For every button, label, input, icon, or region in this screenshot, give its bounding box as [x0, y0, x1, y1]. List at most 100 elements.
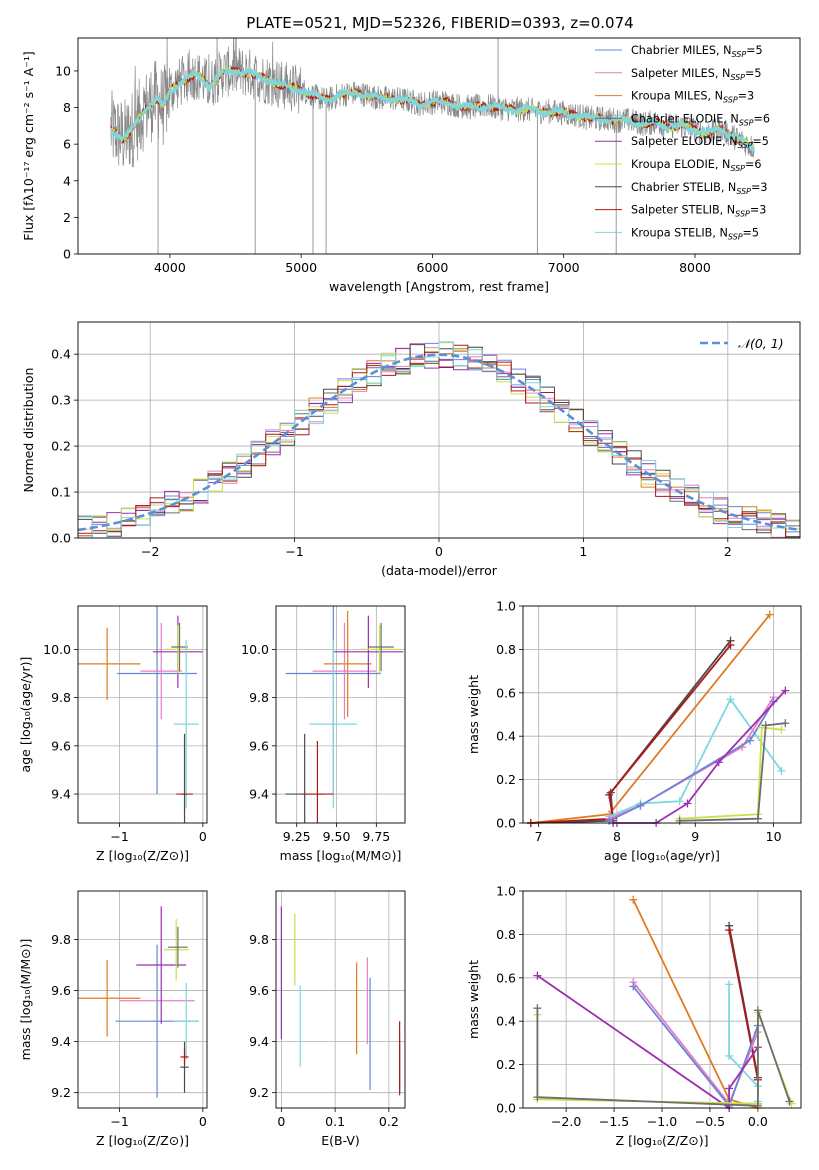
x-tick-label: 9.50	[323, 829, 351, 844]
normal-curve	[78, 353, 800, 532]
y-tick-label: 0.2	[496, 772, 516, 787]
axes-frame	[77, 890, 208, 1109]
weight-series-line	[530, 644, 732, 824]
x-axis-label: mass [log₁₀(M/M⊙)]	[280, 848, 402, 863]
x-tick-label: 8000	[679, 260, 711, 275]
legend-label: Chabrier ELODIE, NSSP=6	[631, 112, 770, 127]
y-tick-label: 10.0	[43, 642, 71, 657]
x-tick-label: 0	[199, 829, 207, 844]
y-tick-label: 9.4	[51, 1034, 71, 1049]
y-tick-label: 10	[55, 63, 71, 78]
y-tick-label: 0.8	[496, 927, 516, 942]
axes-frame	[275, 605, 406, 824]
error-bars	[280, 906, 401, 1096]
x-tick-label: 7000	[548, 260, 580, 275]
y-tick-label: 9.6	[51, 983, 71, 998]
x-tick-label: 0	[435, 544, 443, 559]
y-tick-label: 9.8	[51, 690, 71, 705]
weight_vs_Z-panel: −2.0 −1.5 −1.0 −0.5 0.0 0.0 0.2 0.4 0.6 0.8 1.0 Z […	[466, 884, 802, 1148]
x-tick-label: 4000	[154, 260, 186, 275]
y-tick-label: 9.4	[51, 787, 71, 802]
x-tick-label: 6000	[417, 260, 449, 275]
x-tick-label: −1	[110, 829, 128, 844]
y-tick-label: 0.2	[51, 439, 71, 454]
x-tick-label: 0.2	[379, 1114, 399, 1129]
axes-frame	[275, 890, 406, 1109]
x-axis-label: Z [log₁₀(Z/Z⊙)]	[96, 1133, 189, 1148]
axes-frame	[77, 605, 208, 824]
y-tick-label: 0.4	[496, 1014, 516, 1029]
y-tick-label: 9.4	[249, 1034, 269, 1049]
legend-label: 𝒩(0, 1)	[738, 336, 784, 351]
x-tick-label: 8	[613, 829, 621, 844]
x-tick-label: 9.75	[362, 829, 390, 844]
y-tick-label: 6	[63, 137, 71, 152]
weight-series-line	[679, 722, 786, 822]
y-tick-label: 9.2	[51, 1085, 71, 1100]
mass_vs_EBV-panel: 0 0.1 0.2 9.2 9.4 9.6 9.8 E(B-V)	[249, 890, 406, 1148]
x-tick-label: 2	[724, 544, 732, 559]
x-tick-label: −1	[285, 544, 303, 559]
y-axis-label: mass weight	[466, 960, 481, 1039]
y-tick-label: 0.3	[51, 393, 71, 408]
y-tick-label: 0.6	[496, 685, 516, 700]
y-tick-label: 0.8	[496, 642, 516, 657]
y-tick-label: 9.6	[51, 738, 71, 753]
x-tick-label: 9.25	[283, 829, 311, 844]
y-tick-label: 0	[63, 247, 71, 262]
y-tick-label: 9.6	[249, 738, 269, 753]
axes-frame	[77, 37, 801, 255]
x-axis-label: Z [log₁₀(Z/Z⊙)]	[616, 1133, 709, 1148]
legend-label: Kroupa ELODIE, NSSP=6	[631, 158, 762, 173]
x-axis-label: wavelength [Angstrom, rest frame]	[329, 279, 549, 294]
y-tick-label: 0.0	[496, 1101, 516, 1116]
y-tick-label: 1.0	[496, 884, 516, 899]
x-tick-label: 10	[766, 829, 782, 844]
y-tick-label: 9.8	[249, 932, 269, 947]
weight-series-line	[679, 726, 782, 820]
residuals-panel: −2 −1 0 1 2 0.0 0.1 0.2 0.3 0.4 (data-model)/error…	[21, 321, 801, 578]
y-tick-label: 0.0	[496, 816, 516, 831]
legend-label: Chabrier STELIB, NSSP=3	[631, 181, 768, 196]
y-tick-label: 4	[63, 173, 71, 188]
y-axis-label: Flux [fλ10⁻¹⁷ erg cm⁻² s⁻¹ A⁻¹]	[21, 51, 36, 240]
figure-title: PLATE=0521, MJD=52326, FIBERID=0393, z=0…	[246, 14, 633, 32]
y-tick-label: 9.8	[51, 932, 71, 947]
x-tick-label: 0.1	[325, 1114, 345, 1129]
x-tick-label: −1.0	[647, 1114, 677, 1129]
legend-label: Salpeter STELIB, NSSP=3	[631, 204, 766, 219]
x-tick-label: −2	[141, 544, 159, 559]
y-tick-label: 10.0	[241, 642, 269, 657]
error-bars	[78, 906, 199, 1098]
legend-label: Salpeter ELODIE, NSSP=5	[631, 135, 769, 150]
y-axis-label: age [log₁₀(age/yr)]	[18, 657, 33, 773]
x-axis-label: E(B-V)	[321, 1133, 360, 1148]
x-tick-label: 0	[199, 1114, 207, 1129]
x-axis-label: age [log₁₀(age/yr)]	[604, 848, 720, 863]
error-bars	[78, 606, 203, 823]
x-axis-label: (data-model)/error	[381, 563, 498, 578]
y-tick-label: 0.2	[496, 1057, 516, 1072]
age_vs_Z-panel: −1 0 9.4 9.6 9.8 10.0 Z [log₁₀(Z/Z⊙)] age [log₁…	[18, 605, 208, 863]
histogram-lines	[78, 341, 800, 538]
x-tick-label: −2.0	[551, 1114, 581, 1129]
legend-label: Chabrier MILES, NSSP=5	[631, 44, 763, 59]
y-axis-label: mass [log₁₀(M/M⊙)]	[18, 939, 33, 1061]
spectrum-lines	[110, 38, 755, 254]
legend-label: Kroupa STELIB, NSSP=5	[631, 226, 759, 241]
y-tick-label: 9.8	[249, 690, 269, 705]
y-tick-label: 0.4	[51, 347, 71, 362]
age_vs_mass-panel: 9.25 9.50 9.75 9.4 9.6 9.8 10.0 mass [log₁₀(M/M…	[241, 605, 406, 863]
x-tick-label: −1.5	[599, 1114, 629, 1129]
y-tick-label: 0.4	[496, 729, 516, 744]
y-tick-label: 2	[63, 210, 71, 225]
axes-frame	[77, 321, 801, 539]
x-tick-label: −0.5	[695, 1114, 725, 1129]
x-tick-label: 0	[277, 1114, 285, 1129]
y-tick-label: 8	[63, 100, 71, 115]
weight-series-line	[536, 974, 759, 1110]
y-tick-label: 0.1	[51, 485, 71, 500]
y-tick-label: 0.0	[51, 531, 71, 546]
spectrum-panel: 4000 5000 6000 7000 8000 0 2 4 6 8 10 wavelength [A…	[21, 37, 801, 294]
x-tick-label: 9	[691, 829, 699, 844]
